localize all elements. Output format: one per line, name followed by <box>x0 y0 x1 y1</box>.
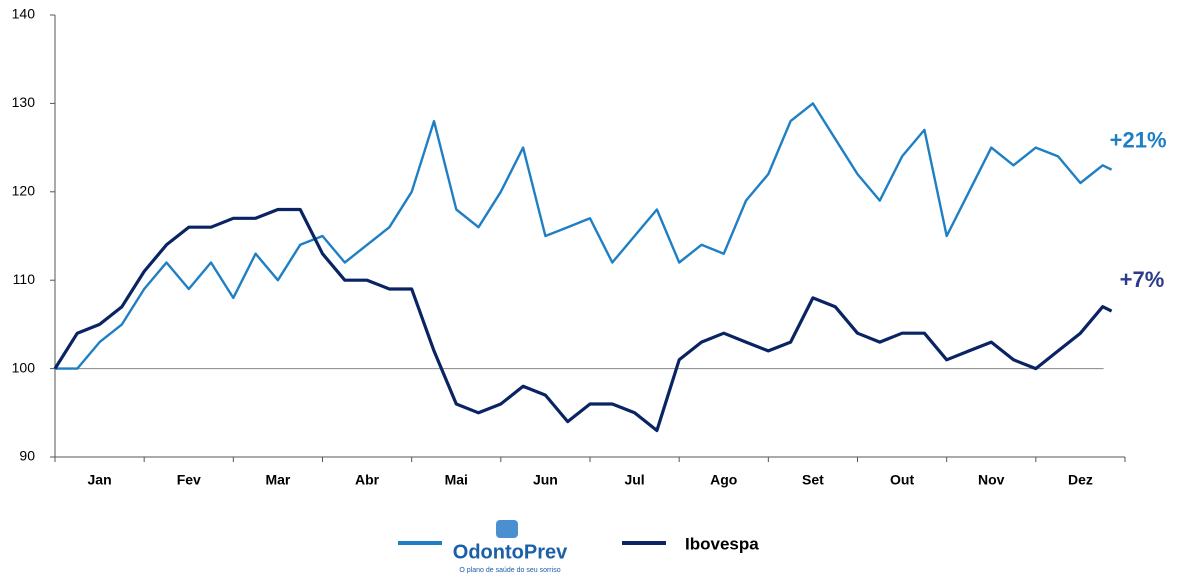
y-tick-label: 100 <box>12 359 36 375</box>
x-tick-label: Jul <box>624 472 644 488</box>
series-line <box>55 102 1113 370</box>
y-tick-label: 140 <box>12 6 36 22</box>
y-tick-label: 130 <box>12 94 36 110</box>
y-tick-label: 110 <box>13 271 36 287</box>
x-tick-label: Ago <box>710 472 737 488</box>
x-tick-label: Jun <box>533 472 558 488</box>
logo-icon <box>496 520 518 538</box>
y-tick-label: 120 <box>12 183 36 199</box>
end-label: +7% <box>1120 267 1165 292</box>
legend-label: Ibovespa <box>685 534 759 553</box>
x-tick-label: Abr <box>355 472 380 488</box>
logo-tagline: O plano de saúde do seu sorriso <box>459 567 560 574</box>
x-tick-label: Mai <box>445 472 468 488</box>
x-tick-label: Nov <box>978 472 1005 488</box>
x-tick-label: Fev <box>177 472 201 488</box>
x-tick-label: Out <box>890 472 914 488</box>
x-tick-label: Mar <box>265 472 290 488</box>
legend-label: OdontoPrev <box>453 541 568 563</box>
x-tick-label: Dez <box>1068 472 1093 488</box>
series-line <box>53 207 1113 433</box>
y-tick-label: 90 <box>19 448 35 464</box>
x-tick-label: Jan <box>88 472 112 488</box>
x-tick-label: Set <box>802 472 824 488</box>
end-label: +21% <box>1110 128 1167 153</box>
